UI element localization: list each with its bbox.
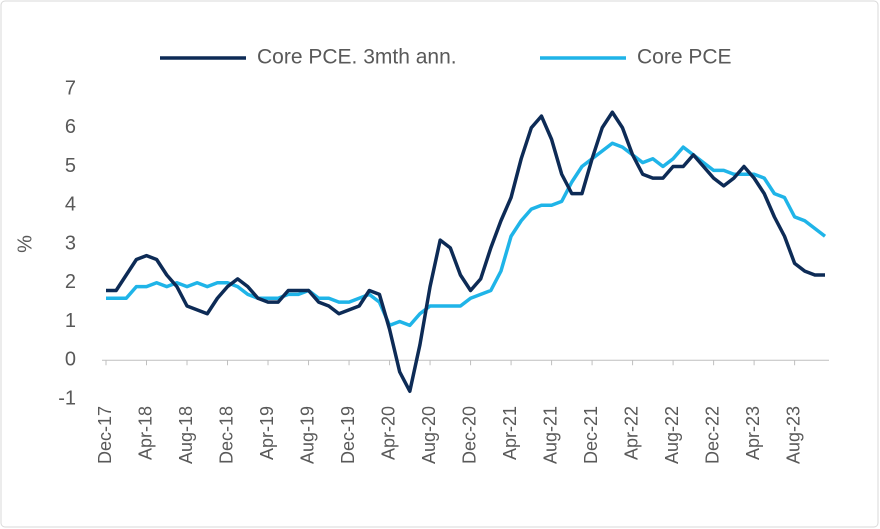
x-tick-label: Aug-20 (419, 406, 439, 464)
y-tick-label: 2 (65, 271, 76, 293)
x-tick-label: Apr-20 (378, 406, 398, 460)
y-tick-label: -1 (58, 387, 76, 409)
x-tick-label: Dec-20 (459, 406, 479, 464)
x-tick-label: Apr-21 (500, 406, 520, 460)
y-tick-label: 3 (65, 232, 76, 254)
x-tick-label: Aug-23 (783, 406, 803, 464)
legend-label: Core PCE. 3mth ann. (257, 46, 457, 69)
series-line (106, 110, 825, 393)
y-tick-label: 0 (65, 349, 76, 371)
y-tick-label: 7 (65, 77, 76, 99)
y-axis-label: % (14, 235, 36, 253)
y-tick-label: 4 (65, 194, 76, 216)
x-tick-label: Aug-22 (662, 406, 682, 464)
y-tick-label: 1 (65, 310, 76, 332)
x-tick-label: Apr-19 (257, 406, 277, 460)
y-tick-label: 5 (65, 155, 76, 177)
x-tick-label: Dec-22 (702, 406, 722, 464)
legend-label: Core PCE (637, 46, 732, 69)
x-tick-label: Apr-23 (743, 406, 763, 460)
y-tick-label: 6 (65, 116, 76, 138)
x-tick-label: Apr-22 (621, 406, 641, 460)
x-tick-label: Dec-17 (95, 406, 115, 464)
series-line (106, 141, 827, 328)
x-tick-label: Aug-21 (540, 406, 560, 464)
x-tick-label: Apr-18 (135, 406, 155, 460)
x-tick-label: Dec-19 (338, 406, 358, 464)
x-tick-label: Dec-21 (581, 406, 601, 464)
x-tick-label: Aug-18 (176, 406, 196, 464)
x-tick-label: Dec-18 (216, 406, 236, 464)
x-tick-label: Aug-19 (297, 406, 317, 464)
